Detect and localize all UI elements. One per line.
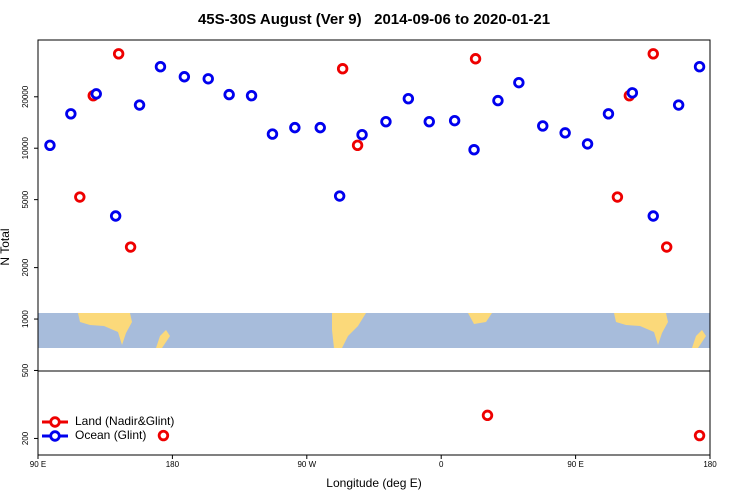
point [423, 115, 435, 128]
legend-marker [49, 416, 61, 428]
point [693, 429, 706, 442]
y-tick-label: 20000 [21, 85, 30, 108]
point [333, 190, 346, 202]
point [581, 138, 594, 150]
y-tick-label: 10000 [21, 137, 30, 160]
point [157, 429, 170, 442]
y-tick-label: 200 [21, 431, 30, 445]
y-tick-label: 2000 [21, 258, 30, 276]
x-axis-label: Longitude (deg E) [326, 476, 421, 490]
point [602, 108, 615, 120]
point [245, 89, 258, 102]
point [133, 99, 146, 111]
point [356, 128, 368, 141]
chart-title: 45S-30S August (Ver 9) 2014-09-06 to 202… [198, 11, 550, 28]
legend-label: Ocean (Glint) [75, 428, 146, 442]
point [90, 88, 102, 100]
point [469, 53, 482, 65]
y-tick-label: 5000 [21, 190, 30, 208]
x-tick-label: 180 [166, 460, 180, 469]
point [647, 48, 659, 60]
y-tick-label: 1000 [21, 310, 30, 328]
point [124, 241, 137, 253]
point [468, 144, 480, 156]
point [336, 63, 349, 75]
x-tick-label: 0 [439, 460, 444, 469]
x-tick-label: 90 W [297, 460, 316, 469]
point [672, 99, 685, 111]
legend-label: Land (Nadir&Glint) [75, 414, 174, 428]
point [314, 121, 326, 134]
point [647, 210, 659, 222]
plot-frame [37, 39, 711, 456]
legend-marker [49, 430, 61, 442]
x-tick-label: 90 E [567, 460, 583, 469]
point [351, 139, 364, 152]
point [74, 191, 86, 203]
x-tick-label: 180 [703, 460, 717, 469]
point [513, 76, 525, 89]
point [154, 61, 167, 73]
point [380, 115, 392, 128]
point [109, 210, 122, 222]
map-strip [38, 313, 710, 348]
point [266, 128, 279, 140]
point [537, 120, 549, 132]
point [693, 61, 706, 73]
point [481, 409, 494, 422]
point [611, 191, 624, 203]
point [223, 88, 235, 101]
point [289, 121, 301, 134]
point [202, 73, 214, 85]
point [112, 48, 125, 60]
point [448, 114, 461, 127]
y-tick-label: 500 [21, 363, 30, 377]
point [65, 108, 77, 120]
point [178, 71, 191, 83]
point [559, 127, 571, 139]
x-tick-label: 90 E [30, 460, 46, 469]
point [44, 139, 56, 152]
point [492, 94, 504, 107]
point [660, 241, 673, 253]
point [626, 87, 639, 99]
y-axis-label: N Total [0, 228, 12, 265]
point [402, 92, 415, 105]
